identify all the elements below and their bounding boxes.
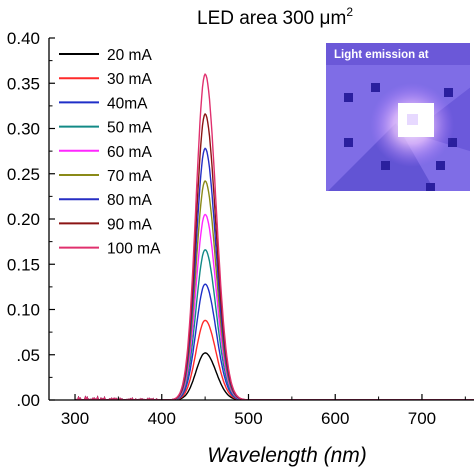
contact-pad [444,88,453,97]
y-tick-label: 0.15 [7,255,40,274]
series-line-30ma [74,319,474,400]
x-tick-label: 600 [321,409,349,428]
y-tick-label: 0.10 [7,301,40,320]
contact-pad [381,161,390,170]
y-tick-label: 0.20 [7,210,40,229]
legend-label: 40mA [107,95,148,112]
axes: .00 .05 0.10 0.15 0.20 0.25 0.30 0.35 0.40 300 400… [7,29,474,428]
inset-photo: Light emission at [326,43,470,191]
legend-label: 70 mA [107,168,152,185]
inset-caption: Light emission at [334,49,429,61]
legend-label: 100 mA [107,241,161,258]
x-tick-label: 400 [148,409,176,428]
y-tick-label: .00 [16,391,40,410]
series-line-40ma [74,283,474,400]
y-tick-label: 0.25 [7,165,40,184]
legend-label: 80 mA [107,192,152,209]
contact-pad [448,138,457,147]
x-tick-label: 300 [61,409,89,428]
series-line-20ma [74,352,474,400]
legend-label: 20 mA [107,47,152,64]
series-line-70ma [74,180,474,400]
contact-pad [436,161,445,170]
contact-pad [371,83,380,92]
chart-title: LED area 300 μm2 [197,5,353,29]
legend-label: 90 mA [107,216,152,233]
series-line-50ma [74,248,474,400]
legend: 20 mA 30 mA 40mA 50 mA 60 mA 70 mA 80 mA 90 mA 1… [59,47,161,258]
legend-label: 60 mA [107,144,152,161]
x-tick-label: 500 [234,409,262,428]
contact-pad [344,93,353,102]
y-tick-label: .05 [16,346,40,365]
legend-label: 50 mA [107,120,152,137]
contact-pad [344,138,353,147]
x-axis-label: Wavelength (nm) [207,444,367,467]
legend-label: 30 mA [107,71,152,88]
y-tick-label: 0.40 [7,29,40,48]
contact-pad [426,183,435,191]
x-tick-label: 700 [408,409,436,428]
y-tick-label: 0.35 [7,74,40,93]
y-tick-label: 0.30 [7,120,40,139]
